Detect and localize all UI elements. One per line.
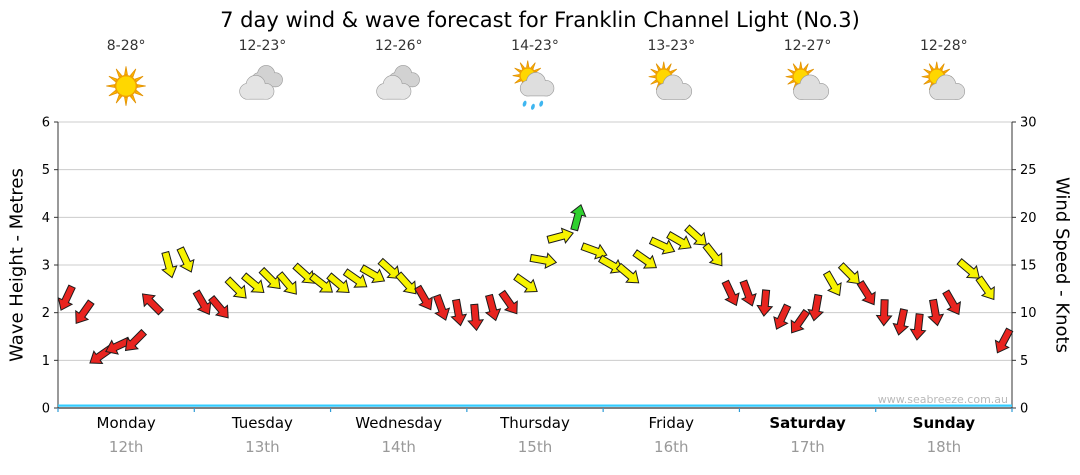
wind-arrow [57, 284, 76, 311]
wind-arrow [975, 275, 995, 301]
day-name-label: Friday [648, 414, 695, 432]
left-tick-label: 2 [42, 306, 50, 321]
day-date-label: 13th [245, 438, 280, 456]
wind-arrow [822, 270, 842, 297]
temperature-range-label: 8-28° [106, 38, 146, 54]
right-tick-label: 30 [1020, 116, 1037, 131]
wind-arrow [546, 227, 574, 244]
wind-arrow [684, 224, 708, 246]
wind-arrow [432, 293, 451, 321]
day-name-label: Monday [96, 414, 156, 432]
temperature-range-label: 12-27° [783, 38, 832, 54]
temperature-range-label: 13-23° [647, 38, 696, 54]
weather-icon-partly-cloudy [785, 61, 829, 100]
wind-arrow [856, 280, 876, 306]
weather-icon-sunny [106, 66, 146, 106]
wind-arrow [224, 276, 247, 299]
watermark: www.seabreeze.com.au [877, 393, 1008, 406]
wind-arrow [994, 327, 1014, 354]
left-tick-label: 4 [42, 211, 50, 226]
right-tick-label: 15 [1020, 259, 1037, 274]
left-tick-label: 5 [42, 163, 50, 178]
wind-arrow [790, 308, 811, 334]
wind-arrow [450, 298, 468, 327]
wind-arrow [308, 272, 334, 293]
day-date-label: 12th [108, 438, 144, 456]
left-tick-label: 6 [42, 116, 50, 131]
wind-arrow [292, 262, 316, 284]
weather-icon-partly-cloudy [921, 61, 965, 100]
wind-arrow [276, 271, 297, 295]
day-name-label: Sunday [912, 414, 976, 432]
wind-arrow [176, 246, 195, 273]
wind-arrow [702, 242, 723, 267]
temperature-range-label: 12-28° [920, 38, 968, 54]
wind-arrow [956, 258, 980, 279]
wind-arrow [570, 203, 587, 232]
wind-arrow [240, 272, 265, 293]
wind-arrow [377, 257, 401, 280]
wind-arrow [105, 336, 132, 355]
wind-arrow [927, 298, 945, 327]
wind-arrow [666, 230, 692, 250]
wind-arrow [484, 293, 502, 322]
wind-arrow [513, 273, 538, 293]
temperature-range-label: 14-23° [511, 38, 559, 54]
weather-icon-sun-showers [512, 60, 555, 110]
right-tick-label: 20 [1020, 211, 1037, 226]
wind-arrow [124, 328, 148, 352]
wind-arrow [161, 250, 178, 279]
wind-arrow [773, 303, 792, 330]
wind-arrow [721, 279, 740, 307]
left-tick-label: 1 [42, 354, 50, 369]
page-title: 7 day wind & wave forecast for Franklin … [220, 8, 860, 32]
wind-arrow [258, 266, 281, 290]
wind-arrow [208, 294, 229, 319]
wind-arrow [756, 289, 774, 317]
temperature-range-label: 12-26° [374, 38, 423, 54]
left-tick-label: 0 [42, 402, 50, 417]
wind-arrow [467, 303, 485, 332]
right-tick-label: 5 [1020, 354, 1028, 369]
wind-arrow [414, 284, 433, 311]
weather-icon-cloudy [239, 65, 284, 100]
wind-arrow [395, 271, 417, 295]
day-date-label: 16th [654, 438, 689, 456]
wind-arrow [141, 293, 165, 316]
wind-arrow [837, 262, 860, 285]
right-tick-label: 10 [1020, 306, 1037, 321]
wind-arrow [648, 236, 676, 255]
wind-arrow [529, 252, 558, 270]
wind-arrow [192, 289, 212, 316]
wind-arrow [498, 289, 518, 315]
right-tick-label: 25 [1020, 163, 1037, 178]
day-date-label: 14th [381, 438, 416, 456]
weather-icon-cloudy [376, 65, 420, 100]
day-date-label: 15th [517, 438, 553, 456]
wind-arrow [75, 299, 95, 325]
wind-arrow [739, 279, 757, 307]
day-name-label: Wednesday [355, 414, 443, 432]
wind-arrow [807, 293, 825, 322]
wind-arrow [892, 308, 910, 336]
left-tick-label: 3 [42, 259, 50, 274]
wind-arrow [875, 299, 893, 327]
temperature-range-label: 12-23° [238, 38, 287, 54]
day-date-label: 18th [926, 438, 962, 456]
day-name-label: Thursday [500, 414, 570, 432]
day-name-label: Tuesday [231, 414, 293, 432]
right-tick-label: 0 [1020, 402, 1028, 417]
wind-arrow [632, 249, 658, 269]
wind-arrow [942, 289, 962, 316]
wind-arrow [326, 272, 350, 293]
wind-arrow [342, 268, 368, 288]
day-date-label: 17th [790, 438, 825, 456]
weather-icon-partly-cloudy [648, 61, 693, 100]
wind-arrow [615, 262, 640, 284]
day-name-label: Saturday [769, 414, 846, 432]
wind-arrow [359, 264, 386, 284]
wind-arrow [909, 313, 927, 341]
